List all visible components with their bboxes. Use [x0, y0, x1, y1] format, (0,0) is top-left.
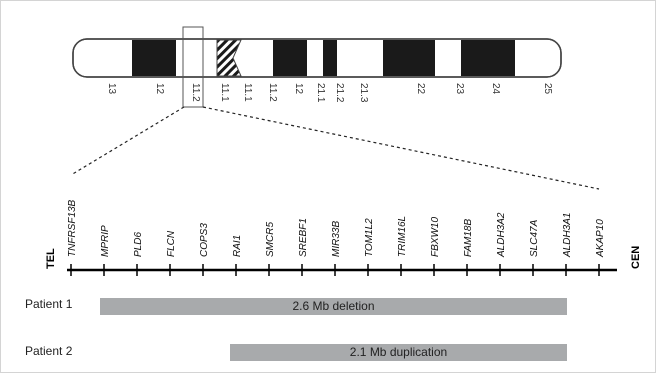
zoom-line-left [70, 106, 185, 176]
gene-label: COPS3 [199, 223, 210, 257]
patient-2-event-label: 2.1 Mb duplication [349, 345, 448, 359]
gene-label: ALDH3A2 [496, 212, 507, 258]
gene-label: SLC47A [529, 219, 540, 257]
band-q22-dark [383, 40, 435, 76]
gene-label: SMCR5 [265, 222, 276, 257]
gene-label: TRIM16L [397, 216, 408, 257]
band-label: 21.3 [358, 83, 369, 103]
gene-label: SREBF1 [298, 218, 309, 257]
band-q24-dark [461, 40, 515, 76]
band-label: 11.1 [242, 83, 253, 102]
band-labels: 13 12 11.2 11.1 11.1 11.2 12 21.1 21.2 21.3 22 23 24… [106, 83, 553, 103]
gene-label: RAI1 [232, 235, 243, 257]
gene-label: TOM1L2 [364, 218, 375, 257]
patient-2-duplication-bar: 2.1 Mb duplication [230, 344, 567, 361]
band-label: 25 [542, 83, 553, 95]
gene-ticks [70, 264, 600, 276]
gene-label: FBXW10 [430, 217, 441, 257]
patient-1-event-label: 2.6 Mb deletion [292, 299, 375, 313]
region-highlight-box [182, 26, 204, 108]
gene-label: ALDH3A1 [562, 213, 573, 258]
gene-label: AKAP10 [595, 219, 606, 258]
gene-label: FLCN [166, 230, 177, 257]
patient-1-deletion-bar: 2.6 Mb deletion [100, 298, 567, 315]
band-q21.2-dark [323, 40, 337, 76]
gene-labels: TNFRSF13B MPRIP PLD6 FLCN COPS3 RAI1 SMCR5 SREB… [67, 199, 606, 258]
cen-label: CEN [630, 246, 642, 269]
patient-2-label: Patient 2 [25, 344, 73, 358]
band-label: 13 [106, 83, 117, 95]
band-label: 11.2 [267, 83, 278, 102]
band-label: 21.2 [334, 83, 345, 103]
band-label: 21.1 [315, 83, 326, 103]
band-label: 24 [490, 83, 501, 95]
gene-label: FAM18B [463, 219, 474, 257]
patient-1-label: Patient 1 [25, 297, 73, 311]
band-label: 12 [154, 83, 165, 95]
gene-label: TNFRSF13B [67, 199, 78, 257]
tel-label: TEL [45, 248, 57, 269]
band-label: 11.1 [219, 83, 230, 102]
gene-label: MPRIP [100, 225, 111, 257]
band-label: 11.2 [190, 83, 201, 102]
band-label: 23 [454, 83, 465, 95]
band-label: 22 [415, 83, 426, 95]
centromere-band [216, 39, 242, 77]
band-12-dark [132, 40, 176, 76]
band-label: 12 [293, 83, 304, 95]
band-q12-dark [273, 40, 307, 76]
chromosome-ideogram [72, 38, 562, 78]
gene-label: PLD6 [133, 232, 144, 257]
gene-label: MIR33B [331, 221, 342, 257]
zoom-line-right [202, 106, 600, 190]
